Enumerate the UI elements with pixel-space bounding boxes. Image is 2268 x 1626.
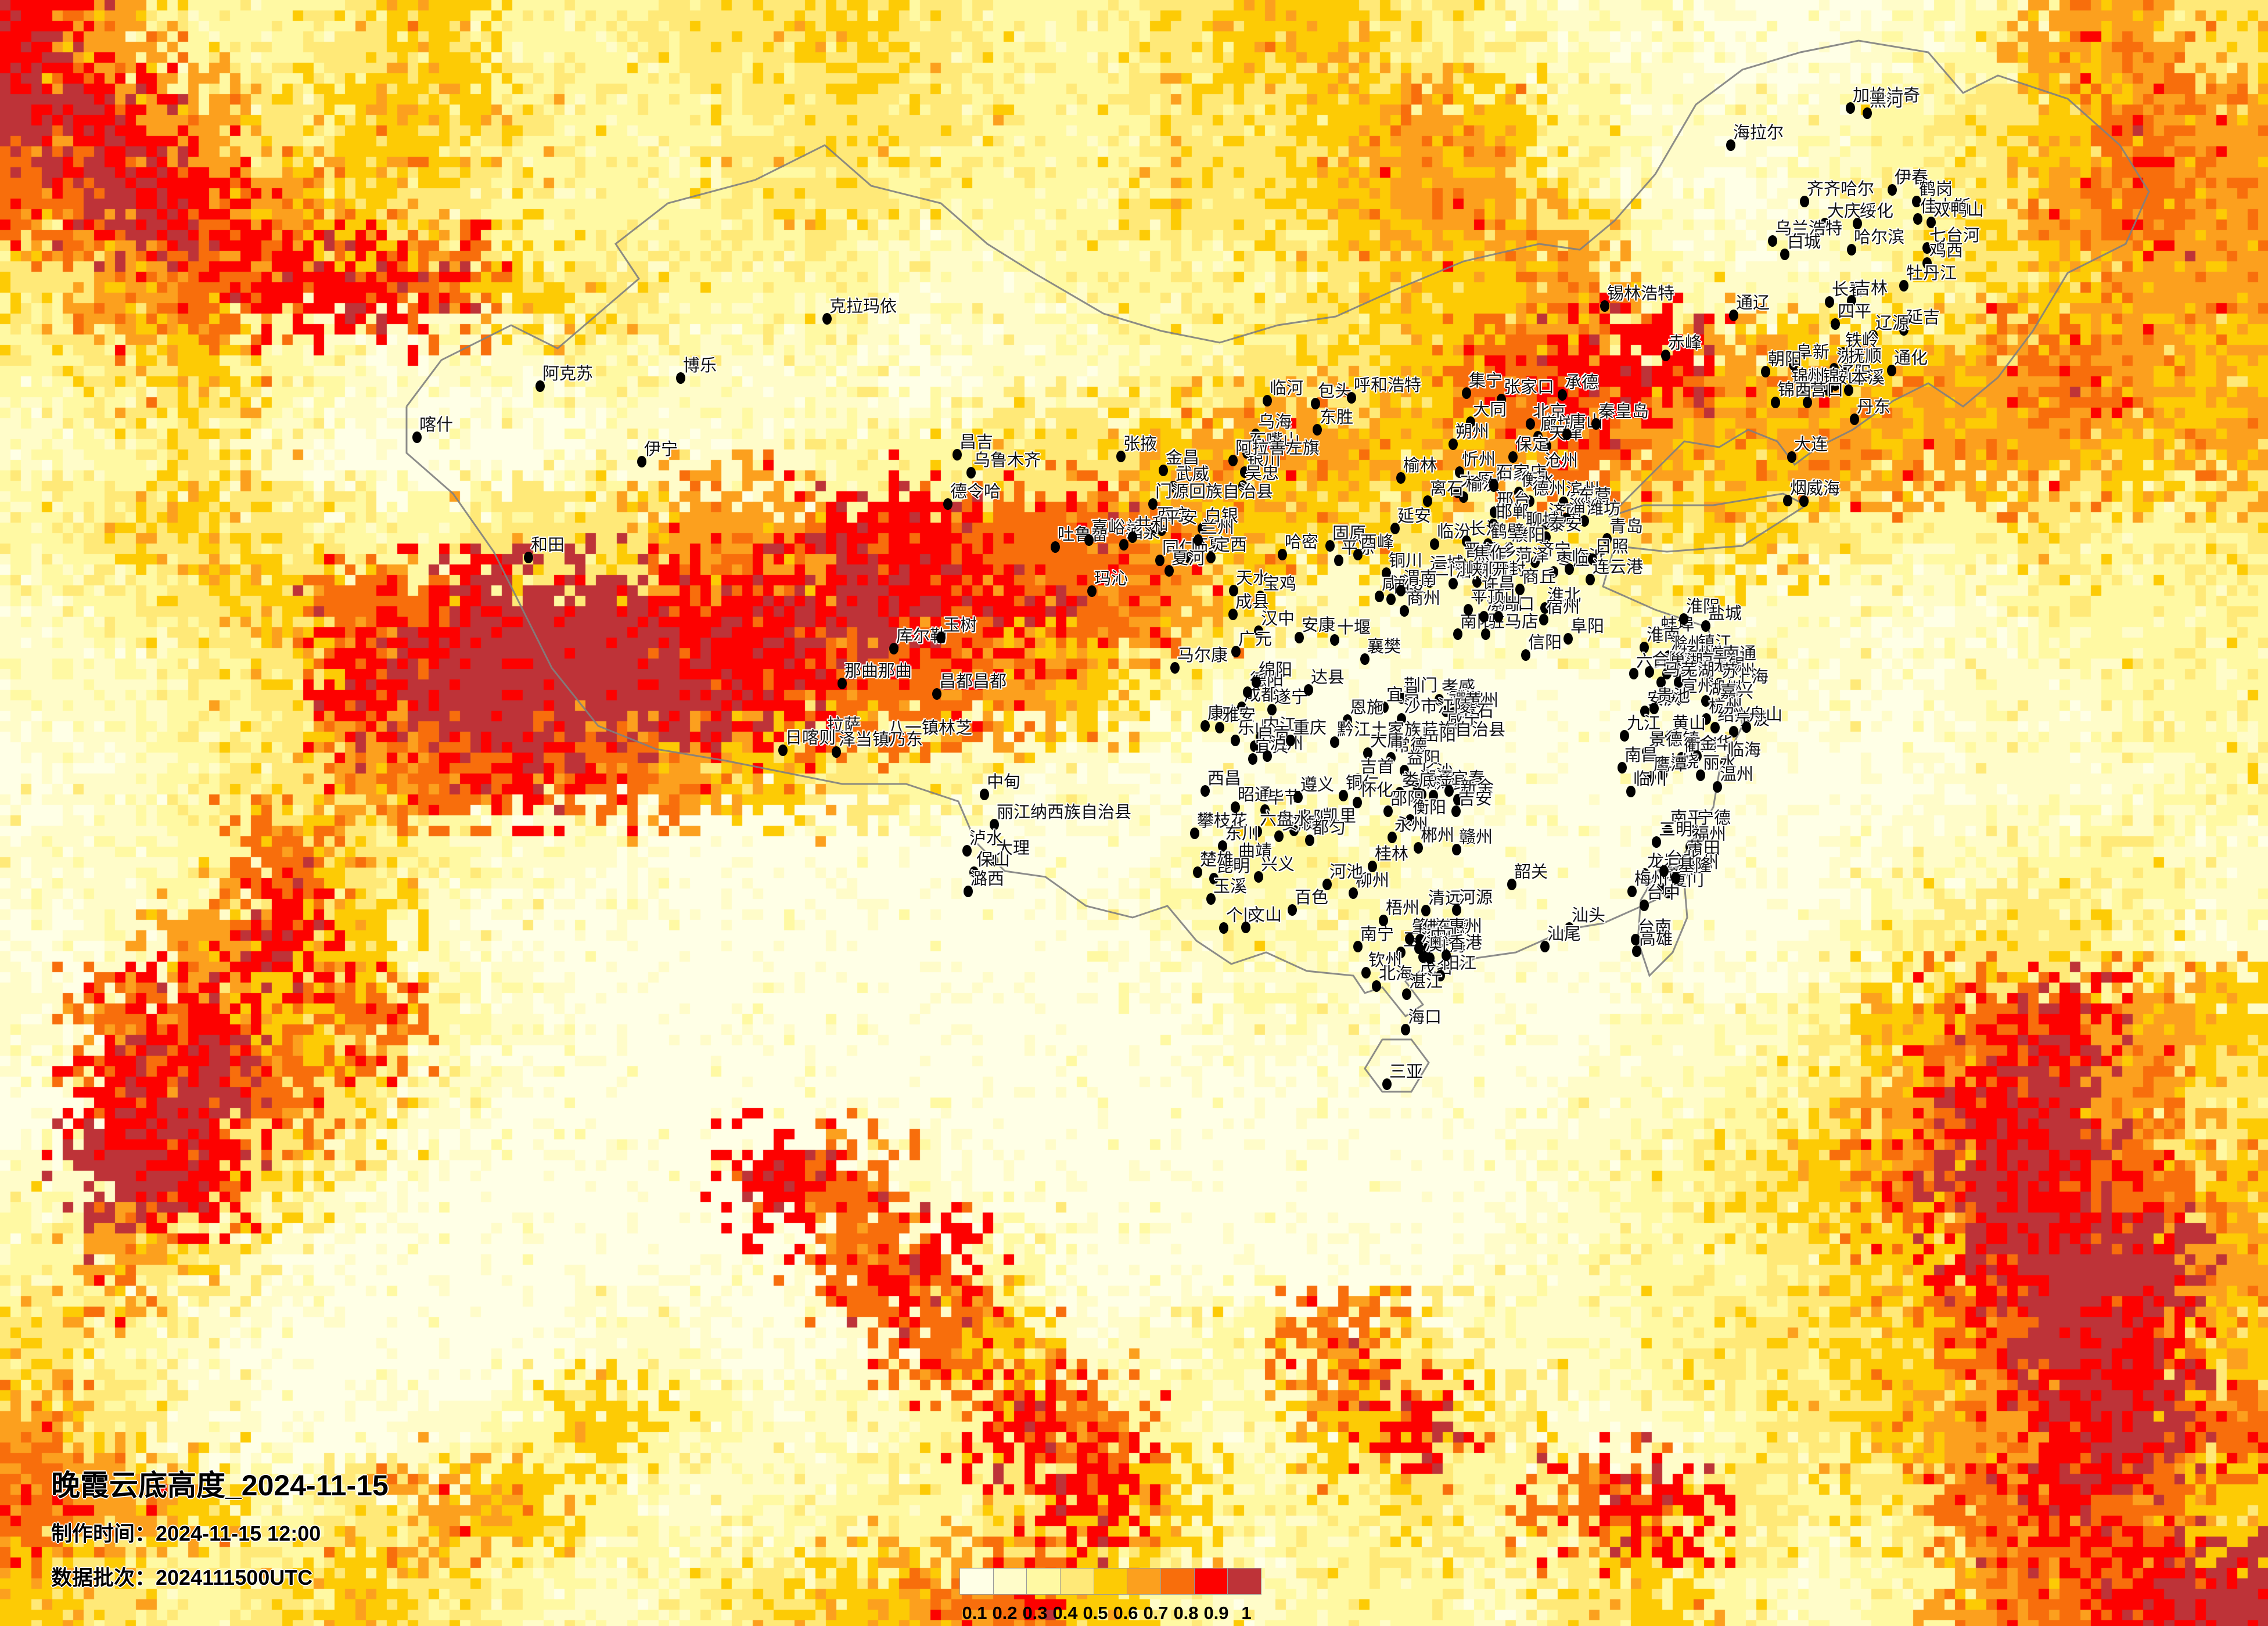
legend-value-labels: 0.1 0.2 0.3 0.4 0.5 0.6 0.7 0.8 0.9 1 (959, 1603, 1261, 1624)
data-batch-line: 数据批次：2024111500UTC (51, 1561, 312, 1591)
legend-swatch (960, 1569, 994, 1594)
legend-swatch (1127, 1569, 1162, 1594)
legend-swatch (1027, 1569, 1061, 1594)
legend-value: 0.2 (992, 1603, 1018, 1623)
legend-value: 0.8 (1173, 1603, 1199, 1623)
production-time-label: 制作时间： (51, 1521, 156, 1545)
production-time-value: 2024-11-15 12:00 (156, 1521, 321, 1545)
legend-value: 0.3 (1022, 1603, 1048, 1623)
legend-swatch (1228, 1569, 1261, 1594)
legend-value: 0.9 (1203, 1603, 1229, 1623)
legend-swatch (993, 1569, 1027, 1594)
production-time-line: 制作时间：2024-11-15 12:00 (51, 1517, 321, 1547)
data-batch-label: 数据批次： (51, 1566, 156, 1589)
legend-swatch-bar (959, 1568, 1261, 1595)
legend-swatch (1161, 1569, 1195, 1594)
legend-swatch (1194, 1569, 1228, 1594)
page-title: 晚霞云底高度_2024-11-15 (51, 1469, 389, 1502)
legend-value: 1 (1241, 1603, 1252, 1623)
legend-value: 0.4 (1052, 1603, 1078, 1623)
color-legend: 0.1 0.2 0.3 0.4 0.5 0.6 0.7 0.8 0.9 1 (959, 1568, 1261, 1624)
legend-value: 0.6 (1113, 1603, 1138, 1623)
legend-swatch (1094, 1569, 1128, 1594)
legend-value: 0.7 (1143, 1603, 1169, 1623)
legend-value: 0.1 (962, 1603, 987, 1623)
data-batch-value: 2024111500UTC (156, 1566, 313, 1589)
legend-swatch (1061, 1569, 1094, 1594)
legend-value: 0.5 (1083, 1603, 1108, 1623)
